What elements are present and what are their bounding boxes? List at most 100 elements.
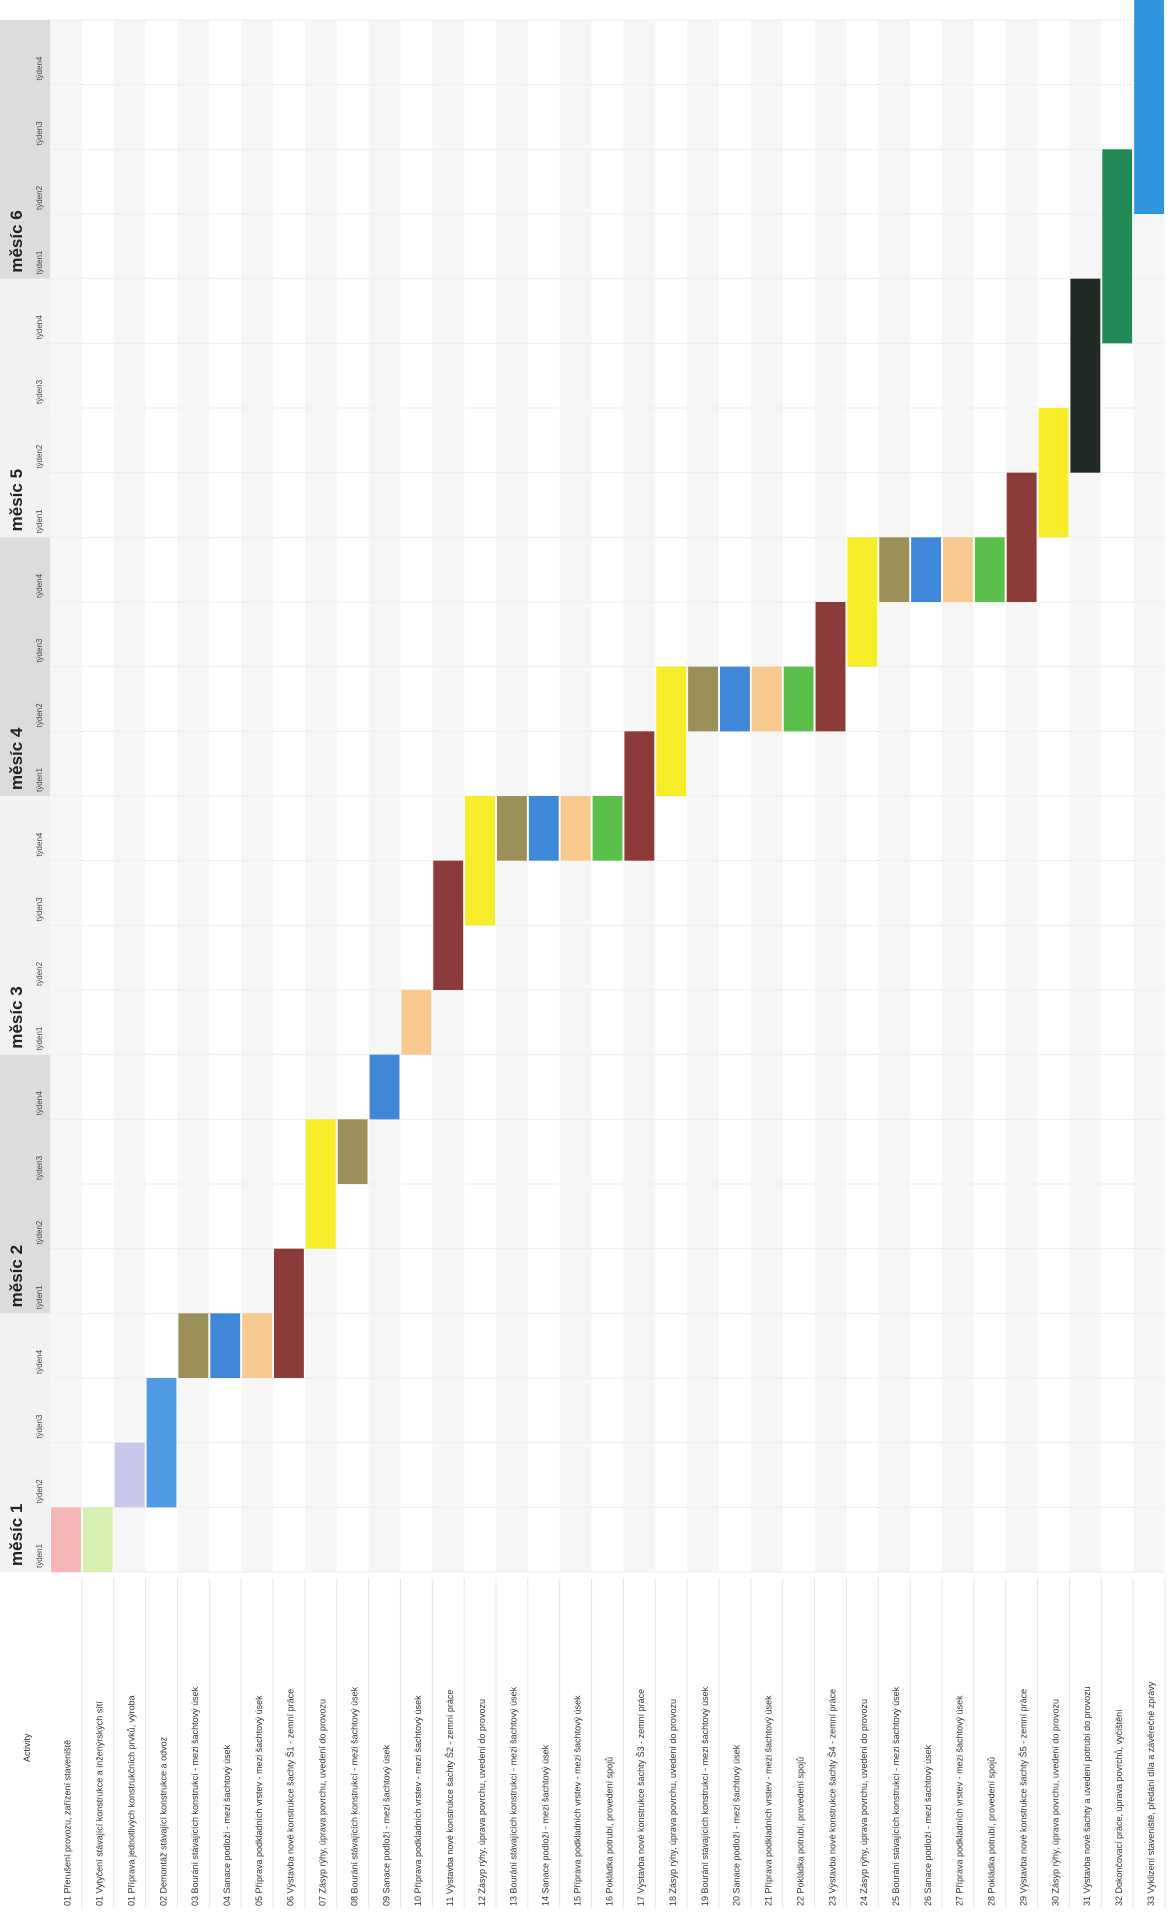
task-bar <box>497 795 527 861</box>
row-label: 19 Bourání stávajících konstrukcí - mezi… <box>700 1686 710 1906</box>
task-bar <box>720 666 750 732</box>
month-label: měsíc 6 <box>7 210 26 272</box>
task-bar <box>974 537 1005 602</box>
row-label: 07 Zásyp rýhy, úprava povrchu, uvedení d… <box>318 1699 328 1906</box>
task-bar <box>1134 0 1164 214</box>
task-bar <box>592 795 623 861</box>
row-label: 10 Příprava podkladních vrstev - mezi ša… <box>413 1695 423 1906</box>
week-label: týden3 <box>35 638 44 663</box>
week-label: týden2 <box>35 703 44 728</box>
task-bar <box>879 537 910 602</box>
week-label: týden3 <box>35 121 44 146</box>
task-bar <box>783 666 814 732</box>
month-label: měsíc 5 <box>7 469 26 531</box>
task-bar <box>1006 472 1037 602</box>
row-label: 33 Vyklizení staveniště, předání díla a … <box>1146 1681 1156 1906</box>
row-label: 18 Zásyp rýhy, úprava povrchu, uvedení d… <box>668 1699 678 1906</box>
row-label: 28 Pokládka potrubí, provedení spojů <box>987 1757 997 1906</box>
task-bar <box>369 1054 400 1120</box>
task-bar <box>624 731 655 861</box>
task-bar <box>847 537 878 667</box>
task-bar <box>465 795 495 926</box>
week-label: týden1 <box>35 1543 44 1568</box>
week-label: týden3 <box>35 897 44 922</box>
task-bar <box>82 1507 113 1572</box>
activity-header: Activity <box>22 1733 32 1762</box>
week-label: týden2 <box>35 444 44 469</box>
task-bar <box>1070 278 1101 473</box>
month-band <box>0 1054 50 1314</box>
week-label: týden1 <box>35 250 44 275</box>
task-bar <box>178 1313 209 1378</box>
task-bar <box>114 1442 145 1508</box>
row-label: 16 Pokládka potrubí, provedení spojů <box>604 1757 614 1906</box>
row-label: 27 Příprava podkladních vrstev - mezi ša… <box>955 1695 965 1906</box>
row-label: 01 Vytyčení stávající konstrukce a inžen… <box>95 1701 105 1906</box>
task-bar <box>656 666 687 796</box>
task-bar <box>911 537 942 602</box>
task-bar <box>815 602 846 732</box>
month-label: měsíc 3 <box>7 986 26 1048</box>
week-label: týden3 <box>35 379 44 404</box>
week-label: týden2 <box>35 1479 44 1504</box>
row-label: 05 Příprava podkladních vrstev - mezi ša… <box>254 1695 264 1906</box>
row-label: 11 Výstavba nové konstrukce šachty Š2 - … <box>445 1690 455 1906</box>
row-label: 17 Výstavba nové konstrukce šachty Š3 - … <box>636 1689 646 1906</box>
task-bar <box>1038 408 1069 538</box>
task-bar <box>210 1313 241 1378</box>
month-band <box>0 19 50 279</box>
task-bar <box>433 860 464 990</box>
task-bar <box>305 1119 336 1249</box>
task-bar <box>401 990 432 1055</box>
month-label: měsíc 4 <box>7 727 26 790</box>
week-label: týden4 <box>35 573 44 598</box>
week-label: týden4 <box>35 1091 44 1116</box>
row-label: 24 Zásyp rýhy, úprava povrchu, uvedení d… <box>859 1699 869 1906</box>
week-label: týden1 <box>35 767 44 792</box>
row-label: 08 Bourání stávajících konstrukcí - mezi… <box>349 1686 359 1906</box>
week-label: týden2 <box>35 1220 44 1245</box>
week-label: týden4 <box>35 832 44 857</box>
task-bar <box>51 1507 81 1572</box>
row-label: 01 Přerušení provozu, zařízení staveništ… <box>63 1740 73 1906</box>
month-label: měsíc 1 <box>7 1504 26 1566</box>
week-label: týden1 <box>35 1285 44 1310</box>
week-label: týden2 <box>35 961 44 986</box>
row-label: 13 Bourání stávajících konstrukcí - mezi… <box>509 1686 519 1906</box>
row-label: 02 Demontáž stávající konstrukce a odvoz <box>158 1736 168 1906</box>
row-label: 30 Zásyp rýhy, úprava povrchu, uvedení d… <box>1050 1699 1060 1906</box>
week-label: týden4 <box>35 1349 44 1374</box>
week-label: týden1 <box>35 1026 44 1051</box>
row-label: 14 Sanace podloží - mezi šachtový úsek <box>541 1744 551 1906</box>
week-label: týden4 <box>35 315 44 340</box>
week-label: týden3 <box>35 1414 44 1439</box>
week-label: týden4 <box>35 56 44 81</box>
task-bar <box>1102 149 1133 344</box>
month-band <box>0 1313 50 1572</box>
row-label: 26 Sanace podloží - mezi šachtový úsek <box>923 1744 933 1906</box>
row-label: 31 Výstavba nové šachty a uvedení potrub… <box>1082 1686 1092 1906</box>
task-bar <box>688 666 719 732</box>
month-band <box>0 796 50 1055</box>
month-band <box>0 537 50 796</box>
row-label: 15 Příprava podkladních vrstev - mezi ša… <box>572 1695 582 1906</box>
task-bar <box>560 795 591 861</box>
task-bar <box>242 1313 272 1378</box>
row-label: 01 Příprava jednotlivých konstrukčních p… <box>126 1695 136 1906</box>
week-label: týden2 <box>35 185 44 210</box>
task-bar <box>528 795 559 861</box>
row-label: 09 Sanace podloží - mezi šachtový úsek <box>381 1744 391 1906</box>
row-label: 06 Výstavba nové konstrukce šachty Š1 - … <box>286 1689 296 1906</box>
month-label: měsíc 2 <box>7 1245 26 1307</box>
row-label: 25 Bourání stávajících konstrukcí - mezi… <box>891 1686 901 1906</box>
month-band <box>0 278 50 538</box>
row-label: 12 Zásyp rýhy, úprava povrchu, uvedení d… <box>477 1699 487 1906</box>
week-label: týden3 <box>35 1155 44 1180</box>
row-label: 23 Výstavba nové konstrukce šachty Š4 - … <box>827 1689 837 1906</box>
task-bar <box>274 1248 304 1378</box>
row-label: 04 Sanace podloží - mezi šachtový úsek <box>222 1744 232 1906</box>
row-label: 32 Dokončovací práce, úprava povrchů, vy… <box>1114 1709 1124 1906</box>
row-label: 20 Sanace podloží - mezi šachtový úsek <box>732 1744 742 1906</box>
